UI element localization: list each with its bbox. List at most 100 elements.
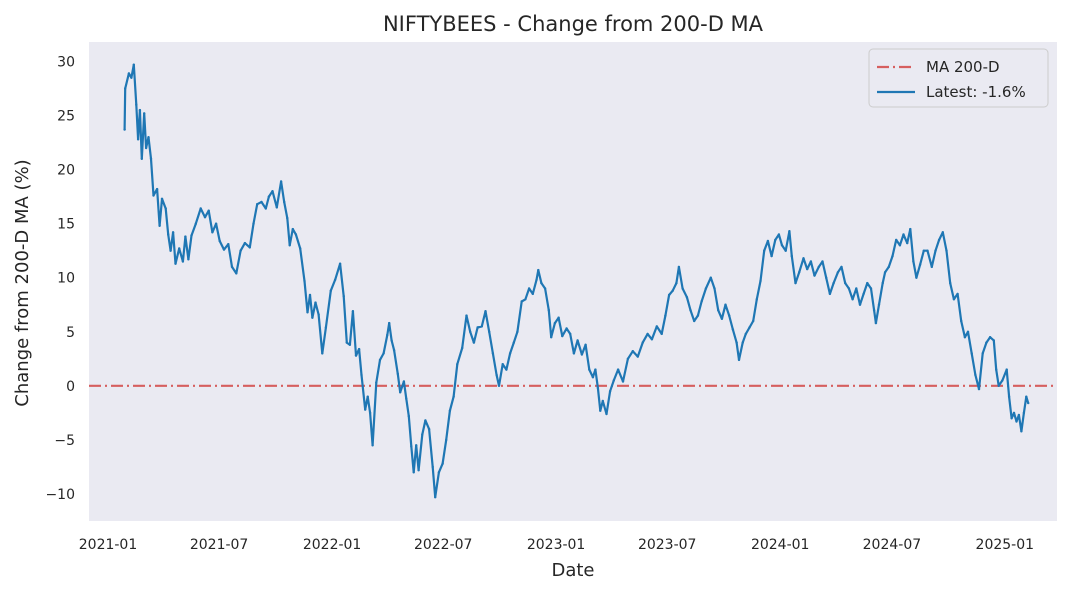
data-point bbox=[149, 157, 153, 160]
data-point bbox=[491, 352, 495, 355]
data-point bbox=[123, 128, 126, 131]
data-point bbox=[448, 409, 452, 412]
data-point bbox=[303, 279, 306, 283]
y-axis-ticks: −10 −5 0 5 10 15 20 25 30 bbox=[45, 55, 75, 504]
x-tick-label: 2024-01 bbox=[751, 537, 810, 553]
y-tick-label: 5 bbox=[66, 325, 75, 341]
data-point bbox=[412, 471, 415, 474]
data-point bbox=[898, 244, 902, 247]
data-point bbox=[832, 281, 835, 285]
data-point bbox=[364, 408, 367, 411]
data-point bbox=[977, 387, 981, 391]
data-point bbox=[887, 265, 890, 269]
data-point bbox=[930, 265, 933, 269]
data-point bbox=[601, 399, 604, 403]
data-point bbox=[407, 414, 410, 418]
data-point bbox=[866, 281, 869, 285]
data-point bbox=[766, 239, 770, 243]
data-point bbox=[271, 190, 274, 193]
data-point bbox=[763, 249, 766, 252]
data-point bbox=[152, 194, 155, 197]
data-point bbox=[484, 310, 487, 313]
y-tick-label: 15 bbox=[57, 217, 75, 233]
data-point bbox=[1001, 379, 1004, 382]
data-point bbox=[713, 287, 716, 290]
data-point bbox=[288, 244, 291, 247]
data-point bbox=[677, 265, 681, 269]
legend-ma-label: MA 200-D bbox=[926, 58, 1000, 76]
data-point bbox=[127, 72, 131, 75]
data-point bbox=[531, 292, 534, 296]
data-point bbox=[956, 292, 959, 296]
data-point bbox=[605, 412, 608, 416]
data-point bbox=[700, 300, 703, 303]
data-point bbox=[1012, 411, 1016, 415]
data-point bbox=[949, 281, 952, 285]
data-point bbox=[248, 246, 251, 249]
data-point bbox=[469, 330, 472, 333]
data-point bbox=[476, 326, 479, 329]
data-point bbox=[132, 63, 135, 66]
data-point bbox=[357, 347, 361, 351]
data-point bbox=[660, 332, 663, 336]
data-point bbox=[596, 386, 600, 390]
data-point bbox=[410, 445, 413, 448]
data-point bbox=[717, 309, 720, 312]
x-tick-label: 2023-01 bbox=[527, 537, 586, 553]
data-point bbox=[569, 332, 572, 336]
data-point bbox=[230, 265, 234, 269]
x-tick-label: 2024-07 bbox=[863, 537, 922, 553]
data-point bbox=[667, 293, 671, 297]
data-point bbox=[211, 231, 214, 234]
data-point bbox=[505, 368, 508, 371]
data-point bbox=[203, 216, 207, 219]
y-tick-label: −5 bbox=[54, 433, 75, 449]
data-point bbox=[671, 289, 674, 292]
data-point bbox=[527, 287, 531, 290]
data-point bbox=[1025, 395, 1028, 398]
data-point bbox=[774, 238, 777, 242]
data-point bbox=[655, 325, 658, 328]
data-point bbox=[1005, 368, 1008, 371]
data-point bbox=[952, 298, 956, 301]
data-point bbox=[299, 247, 302, 250]
data-point bbox=[194, 222, 197, 225]
data-point bbox=[441, 462, 444, 465]
data-point bbox=[306, 311, 309, 314]
data-point bbox=[664, 314, 667, 317]
data-point bbox=[465, 314, 468, 317]
data-point bbox=[286, 217, 289, 220]
data-point bbox=[780, 244, 784, 247]
data-point bbox=[985, 341, 988, 344]
data-point bbox=[915, 276, 918, 279]
chart-title: NIFTYBEES - Change from 200-D MA bbox=[383, 12, 764, 36]
y-tick-label: 0 bbox=[66, 379, 75, 395]
data-point bbox=[396, 372, 399, 376]
data-point bbox=[171, 231, 175, 234]
data-point bbox=[351, 310, 355, 313]
data-point bbox=[646, 332, 649, 336]
data-point bbox=[881, 281, 884, 285]
data-point bbox=[918, 263, 922, 266]
data-point bbox=[612, 379, 615, 382]
data-point bbox=[650, 338, 654, 341]
data-point bbox=[207, 209, 210, 212]
data-point bbox=[735, 341, 738, 344]
data-point bbox=[342, 294, 345, 298]
data-point bbox=[988, 336, 992, 339]
data-point bbox=[345, 341, 348, 344]
data-point bbox=[235, 272, 238, 275]
data-point bbox=[1022, 411, 1026, 415]
data-point bbox=[547, 309, 550, 312]
data-point bbox=[434, 496, 437, 499]
data-point bbox=[275, 206, 278, 209]
data-point bbox=[227, 243, 230, 246]
data-point bbox=[348, 343, 352, 346]
data-point bbox=[431, 465, 434, 469]
data-point bbox=[218, 239, 221, 243]
data-point bbox=[922, 249, 925, 252]
data-point bbox=[130, 76, 133, 79]
data-point bbox=[565, 327, 568, 330]
data-point bbox=[537, 268, 540, 272]
data-point bbox=[802, 257, 805, 260]
